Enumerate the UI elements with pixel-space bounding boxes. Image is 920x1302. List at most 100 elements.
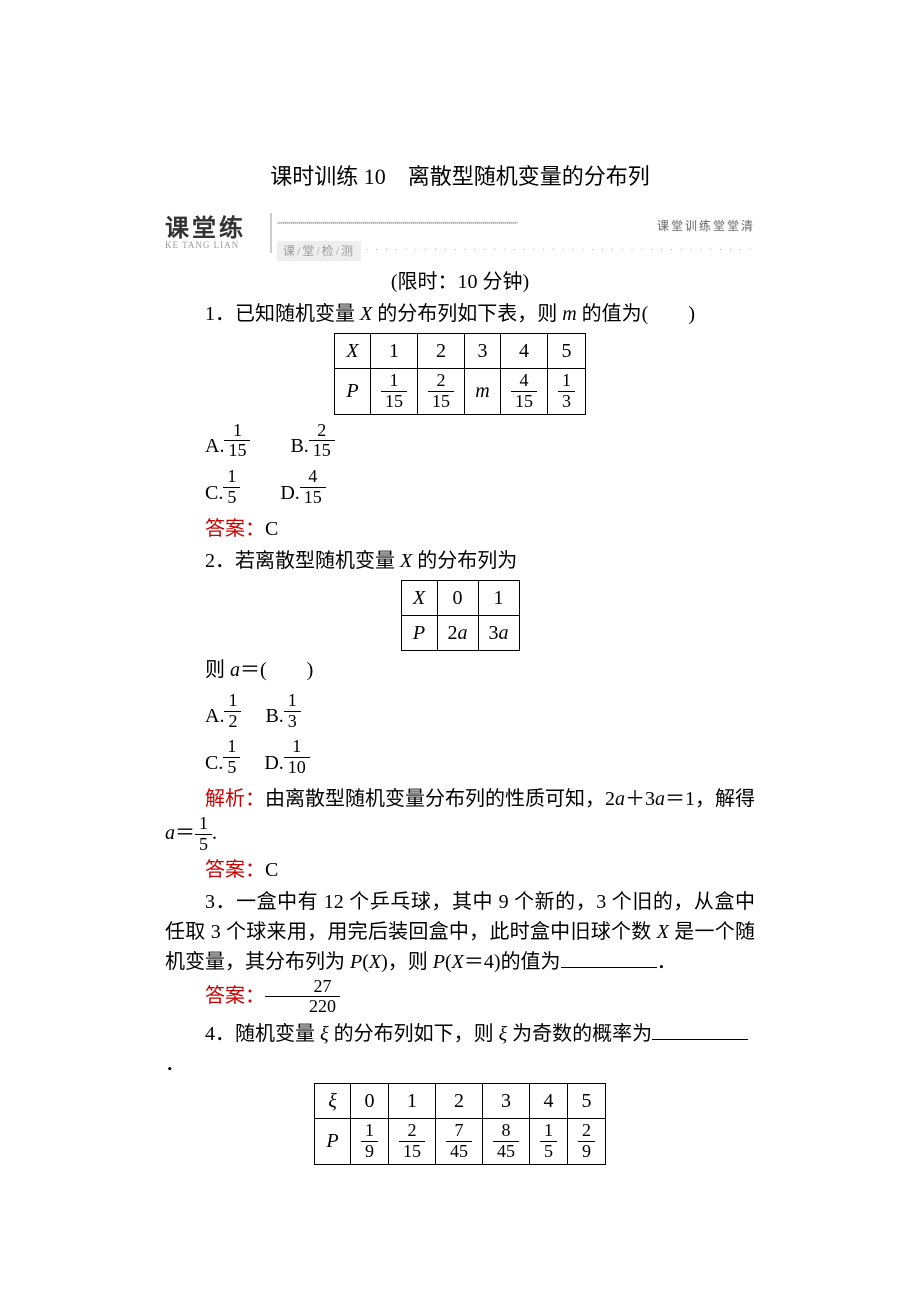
analysis-label: 解析： (205, 788, 265, 810)
text: 的分布列如下，则 (329, 1023, 499, 1045)
den: 9 (578, 1142, 595, 1162)
cell: 15 (530, 1119, 568, 1165)
cell: 3a (478, 615, 519, 650)
text: ，则 (388, 951, 433, 973)
den: 15 (300, 488, 326, 508)
opt-a: A. (205, 701, 224, 731)
header-subtitle: 课/堂/检/测 (277, 241, 361, 261)
q1-options: A.115 B.215 C.15 D.415 (165, 421, 755, 508)
answer-value: C (265, 859, 278, 881)
cell: 13 (548, 369, 586, 415)
text: 则 (205, 659, 230, 681)
cell: 1 (389, 1084, 436, 1119)
text: ＝ (175, 822, 195, 844)
cell: 745 (436, 1119, 483, 1165)
dot-decoration: · · · · · · · · · · · · · · · · · · · · … (365, 243, 755, 258)
question-1: 1．已知随机变量 X 的分布列如下表，则 m 的值为( ) X 1 2 3 4 … (165, 299, 755, 544)
text: ＝( ) (240, 659, 313, 681)
num: 2 (309, 421, 335, 442)
cell: 1 (478, 580, 519, 615)
num: 1 (224, 421, 250, 442)
answer-label: 答案： (205, 984, 265, 1006)
num: 1 (284, 737, 310, 758)
num: 1 (284, 691, 301, 712)
text: 的分布列如下表，则 (372, 303, 562, 325)
cell: 415 (501, 369, 548, 415)
text: 的值为( ) (577, 303, 695, 325)
den: 5 (540, 1142, 557, 1162)
text: 由离散型随机变量分布列的性质可知，2 (265, 788, 615, 810)
cell: 3 (483, 1084, 530, 1119)
time-limit: (限时：10 分钟) (165, 267, 755, 297)
var: ξ (320, 1023, 329, 1045)
num: 2 (578, 1121, 595, 1142)
cell: P (401, 615, 437, 650)
num: 1 (361, 1121, 378, 1142)
var: P (350, 951, 362, 973)
den: 9 (361, 1142, 378, 1162)
opt-c: C. (205, 748, 223, 778)
q2-stem: 2．若离散型随机变量 X 的分布列为 (165, 546, 755, 576)
opt-d: D. (280, 478, 299, 508)
q3-stem: 3．一盒中有 12 个乒乓球，其中 9 个新的，3 个旧的，从盒中任取 3 个球… (165, 887, 755, 977)
text: 为奇数的概率为 (507, 1023, 652, 1045)
num: 8 (493, 1121, 519, 1142)
den: 220 (265, 997, 340, 1017)
den: 15 (428, 392, 454, 412)
den: 15 (381, 392, 407, 412)
den: 10 (284, 758, 310, 778)
cell: 19 (351, 1119, 389, 1165)
cell: 5 (568, 1084, 606, 1119)
blank-line (561, 948, 657, 968)
den: 3 (284, 712, 301, 732)
cell: 845 (483, 1119, 530, 1165)
cell: X (401, 580, 437, 615)
var: a (655, 788, 665, 810)
num: 4 (300, 467, 326, 488)
blank-line (652, 1020, 748, 1040)
cell: 0 (437, 580, 478, 615)
q4-table: ξ 0 1 2 3 4 5 P 19 215 745 845 15 29 (314, 1083, 606, 1165)
cell: 115 (371, 369, 418, 415)
num: 1 (381, 371, 407, 392)
q4-stem: 4．随机变量 ξ 的分布列如下，则 ξ 为奇数的概率为． (165, 1019, 755, 1079)
var: ξ (499, 1023, 508, 1045)
num: 27 (265, 977, 340, 998)
question-3: 3．一盒中有 12 个乒乓球，其中 9 个新的，3 个旧的，从盒中任取 3 个球… (165, 887, 755, 1018)
opt-b: B. (265, 701, 283, 731)
var: X (400, 550, 412, 572)
num: 2 (428, 371, 454, 392)
q2-then: 则 a＝( ) (165, 655, 755, 685)
den: 2 (224, 712, 241, 732)
den: 15 (309, 441, 335, 461)
den: 45 (493, 1142, 519, 1162)
question-4: 4．随机变量 ξ 的分布列如下，则 ξ 为奇数的概率为． ξ 0 1 2 3 4… (165, 1019, 755, 1165)
den: 15 (224, 441, 250, 461)
cell: 0 (351, 1084, 389, 1119)
den: 15 (399, 1142, 425, 1162)
text: ＝1，解得 (665, 788, 755, 810)
cell: 1 (371, 334, 418, 369)
var: a (165, 822, 175, 844)
page-title: 课时训练 10 离散型随机变量的分布列 (165, 160, 755, 193)
header-right-text: 课堂训练堂堂清 (657, 217, 755, 235)
opt-b: B. (290, 431, 308, 461)
text: 1．已知随机变量 (205, 303, 360, 325)
den: 15 (511, 392, 537, 412)
section-header: 课堂练 KE TANG LIAN »»»»»»»»»»»»»»»»»»»»»»»… (165, 211, 755, 259)
q1-stem: 1．已知随机变量 X 的分布列如下表，则 m 的值为( ) (165, 299, 755, 329)
num: 1 (224, 691, 241, 712)
cell: 3 (465, 334, 501, 369)
num: 2 (399, 1121, 425, 1142)
answer-label: 答案： (205, 518, 265, 540)
q3-answer: 答案：27220 (165, 977, 755, 1018)
var: P (433, 951, 445, 973)
header-pinyin: KE TANG LIAN (165, 239, 239, 253)
cell: X (335, 334, 371, 369)
num: 4 (511, 371, 537, 392)
answer-label: 答案： (205, 859, 265, 881)
q1-table: X 1 2 3 4 5 P 115 215 m 415 13 (334, 333, 586, 415)
answer-value: C (265, 518, 278, 540)
cell: ξ (315, 1084, 351, 1119)
var: X (657, 921, 669, 943)
